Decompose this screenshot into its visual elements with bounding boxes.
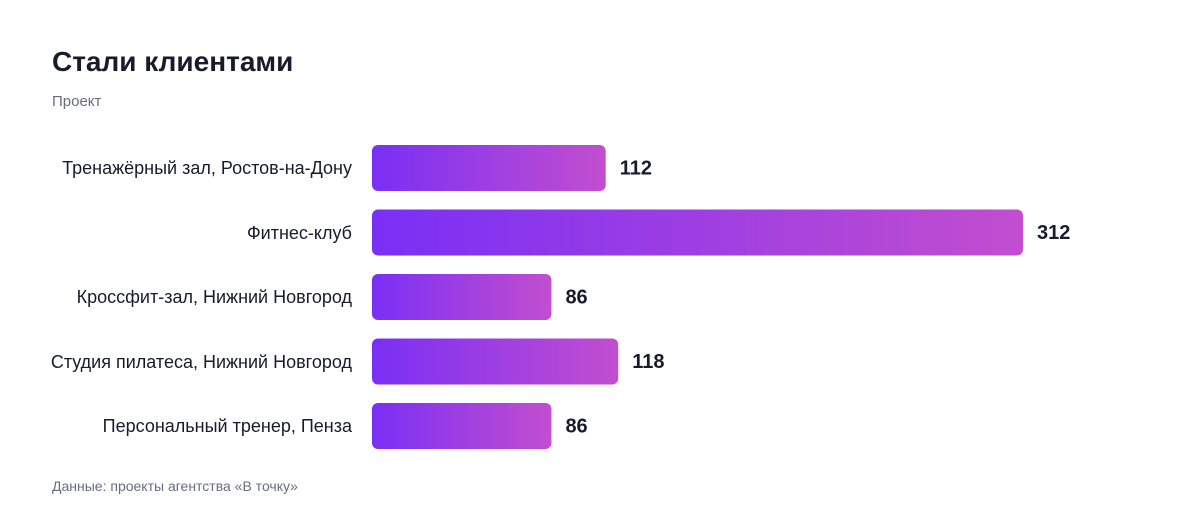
chart-subtitle: Проект bbox=[52, 93, 102, 110]
category-label: Фитнес-клуб bbox=[246, 222, 352, 243]
category-label: Кроссфит-зал, Нижний Новгород bbox=[76, 287, 352, 307]
bar bbox=[372, 338, 619, 385]
bar bbox=[372, 403, 552, 449]
chart-title: Стали клиентами bbox=[52, 46, 294, 77]
category-label: Персональный тренер, Пенза bbox=[102, 416, 352, 436]
value-label: 86 bbox=[565, 286, 587, 308]
category-label: Студия пилатеса, Нижний Новгород bbox=[50, 351, 352, 372]
value-label: 112 bbox=[620, 157, 652, 179]
category-label: Тренажёрный зал, Ростов-на-Дону bbox=[62, 158, 352, 178]
source-note: Данные: проекты агентства «В точку» bbox=[52, 478, 298, 494]
value-label: 86 bbox=[565, 415, 587, 437]
bar bbox=[372, 274, 552, 320]
bar bbox=[372, 145, 606, 191]
value-label: 118 bbox=[632, 351, 664, 373]
value-label: 312 bbox=[1037, 222, 1070, 244]
bar bbox=[372, 209, 1023, 256]
